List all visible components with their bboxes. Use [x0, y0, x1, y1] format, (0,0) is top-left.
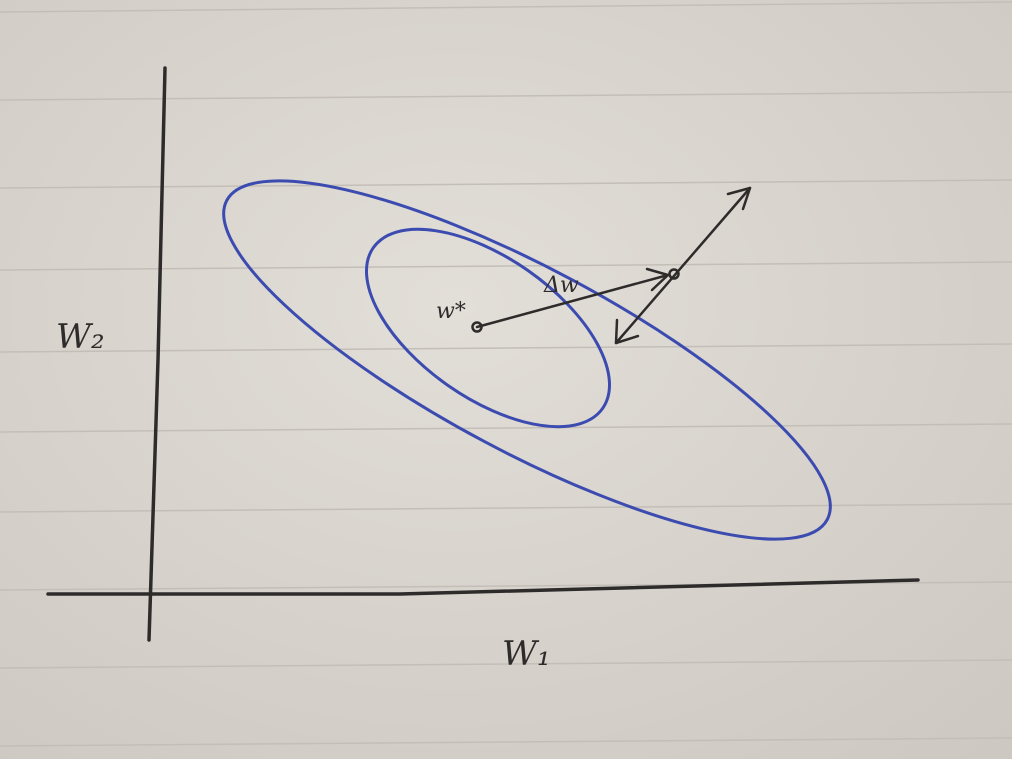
- y-axis: [147, 66, 167, 642]
- normal-line: [614, 186, 752, 345]
- current-point: [668, 268, 680, 280]
- optimum-label: w*: [436, 299, 466, 324]
- normal-arrowhead-down: [614, 318, 640, 345]
- rule-line: [0, 1, 1012, 13]
- x-axis-label: W₁: [502, 634, 551, 674]
- rule-line: [0, 91, 1012, 101]
- delta-w-arrowhead: [645, 267, 670, 292]
- rule-line: [0, 423, 1012, 433]
- rule-line: [0, 737, 1012, 747]
- rule-line: [0, 503, 1012, 513]
- rule-line: [0, 343, 1012, 353]
- delta-w-arrow: [475, 273, 670, 329]
- y-axis-label: W₂: [56, 317, 105, 357]
- rule-line: [0, 659, 1012, 669]
- rule-line: [0, 179, 1012, 189]
- inner-contour: [364, 227, 612, 429]
- normal-arrowhead-up: [726, 186, 752, 211]
- rule-line: [0, 261, 1012, 271]
- delta-w-label: Δw: [543, 273, 579, 298]
- x-axis: [46, 578, 920, 596]
- outer-contour: [222, 179, 832, 541]
